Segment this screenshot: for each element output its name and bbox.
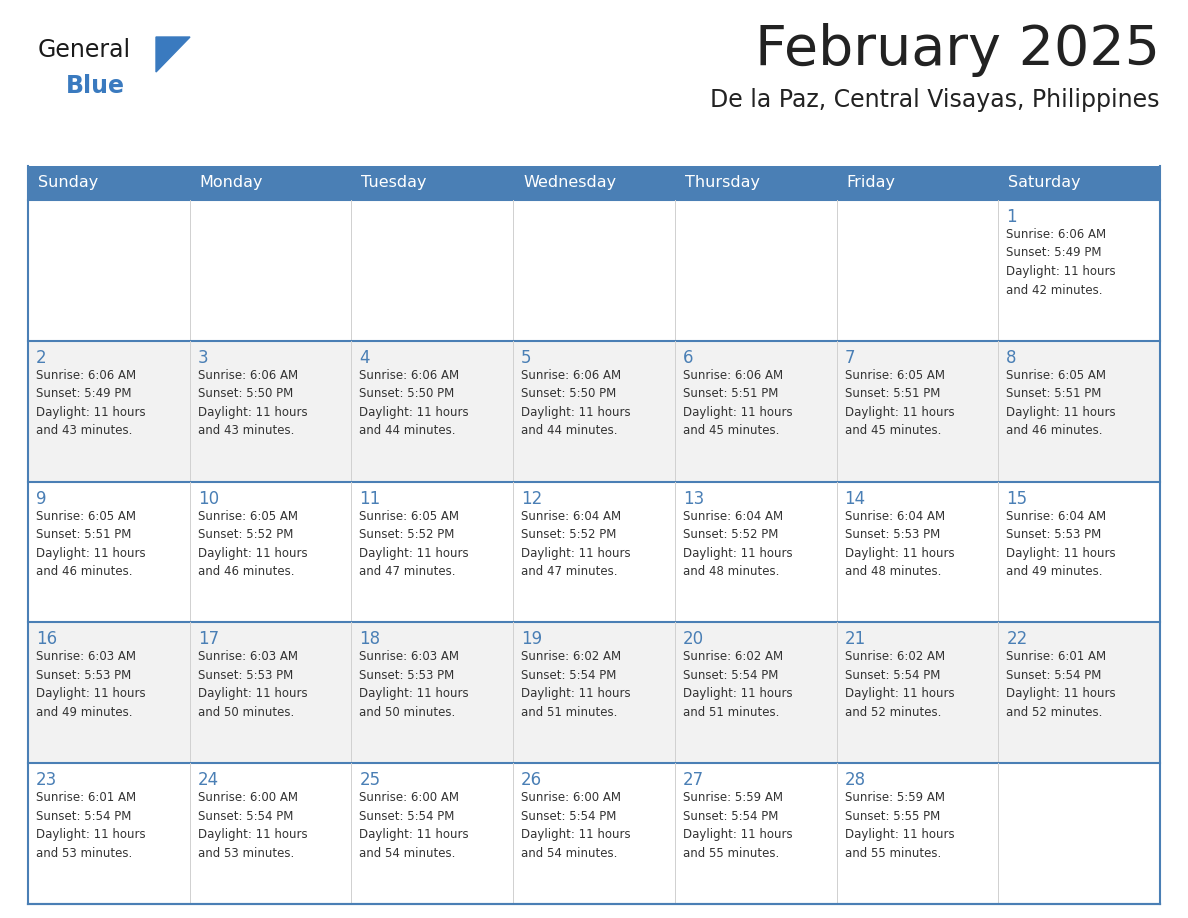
Text: 16: 16 <box>36 631 57 648</box>
Text: Sunrise: 5:59 AM
Sunset: 5:55 PM
Daylight: 11 hours
and 55 minutes.: Sunrise: 5:59 AM Sunset: 5:55 PM Dayligh… <box>845 791 954 859</box>
Text: 28: 28 <box>845 771 866 789</box>
Text: Sunrise: 6:06 AM
Sunset: 5:51 PM
Daylight: 11 hours
and 45 minutes.: Sunrise: 6:06 AM Sunset: 5:51 PM Dayligh… <box>683 369 792 437</box>
Text: Monday: Monday <box>200 175 264 191</box>
Bar <box>29 763 1159 904</box>
Text: Sunrise: 6:06 AM
Sunset: 5:49 PM
Daylight: 11 hours
and 42 minutes.: Sunrise: 6:06 AM Sunset: 5:49 PM Dayligh… <box>1006 228 1116 297</box>
Text: 15: 15 <box>1006 489 1028 508</box>
Text: Sunrise: 6:01 AM
Sunset: 5:54 PM
Daylight: 11 hours
and 52 minutes.: Sunrise: 6:01 AM Sunset: 5:54 PM Dayligh… <box>1006 650 1116 719</box>
Text: 7: 7 <box>845 349 855 367</box>
Text: 24: 24 <box>197 771 219 789</box>
Text: Sunrise: 6:04 AM
Sunset: 5:53 PM
Daylight: 11 hours
and 48 minutes.: Sunrise: 6:04 AM Sunset: 5:53 PM Dayligh… <box>845 509 954 578</box>
Text: Sunrise: 6:06 AM
Sunset: 5:50 PM
Daylight: 11 hours
and 44 minutes.: Sunrise: 6:06 AM Sunset: 5:50 PM Dayligh… <box>522 369 631 437</box>
Text: Sunrise: 6:04 AM
Sunset: 5:53 PM
Daylight: 11 hours
and 49 minutes.: Sunrise: 6:04 AM Sunset: 5:53 PM Dayligh… <box>1006 509 1116 578</box>
Text: Sunrise: 6:03 AM
Sunset: 5:53 PM
Daylight: 11 hours
and 50 minutes.: Sunrise: 6:03 AM Sunset: 5:53 PM Dayligh… <box>360 650 469 719</box>
Text: 27: 27 <box>683 771 704 789</box>
Text: 6: 6 <box>683 349 694 367</box>
Text: 2: 2 <box>36 349 46 367</box>
Text: 10: 10 <box>197 489 219 508</box>
Text: February 2025: February 2025 <box>756 23 1159 77</box>
Text: 4: 4 <box>360 349 369 367</box>
Text: Sunrise: 6:01 AM
Sunset: 5:54 PM
Daylight: 11 hours
and 53 minutes.: Sunrise: 6:01 AM Sunset: 5:54 PM Dayligh… <box>36 791 146 859</box>
Text: 14: 14 <box>845 489 866 508</box>
Text: Sunrise: 6:04 AM
Sunset: 5:52 PM
Daylight: 11 hours
and 47 minutes.: Sunrise: 6:04 AM Sunset: 5:52 PM Dayligh… <box>522 509 631 578</box>
Text: Sunrise: 6:06 AM
Sunset: 5:49 PM
Daylight: 11 hours
and 43 minutes.: Sunrise: 6:06 AM Sunset: 5:49 PM Dayligh… <box>36 369 146 437</box>
Text: 19: 19 <box>522 631 542 648</box>
Text: 20: 20 <box>683 631 704 648</box>
Text: Tuesday: Tuesday <box>361 175 426 191</box>
Text: Sunrise: 6:05 AM
Sunset: 5:51 PM
Daylight: 11 hours
and 46 minutes.: Sunrise: 6:05 AM Sunset: 5:51 PM Dayligh… <box>36 509 146 578</box>
Text: Sunrise: 6:02 AM
Sunset: 5:54 PM
Daylight: 11 hours
and 51 minutes.: Sunrise: 6:02 AM Sunset: 5:54 PM Dayligh… <box>683 650 792 719</box>
Text: Sunrise: 6:04 AM
Sunset: 5:52 PM
Daylight: 11 hours
and 48 minutes.: Sunrise: 6:04 AM Sunset: 5:52 PM Dayligh… <box>683 509 792 578</box>
Text: General: General <box>38 38 131 62</box>
Text: 9: 9 <box>36 489 46 508</box>
Text: Blue: Blue <box>67 74 125 98</box>
Text: 22: 22 <box>1006 631 1028 648</box>
Text: Sunrise: 6:05 AM
Sunset: 5:51 PM
Daylight: 11 hours
and 45 minutes.: Sunrise: 6:05 AM Sunset: 5:51 PM Dayligh… <box>845 369 954 437</box>
Text: 21: 21 <box>845 631 866 648</box>
Text: Sunrise: 6:02 AM
Sunset: 5:54 PM
Daylight: 11 hours
and 52 minutes.: Sunrise: 6:02 AM Sunset: 5:54 PM Dayligh… <box>845 650 954 719</box>
Bar <box>29 341 1159 482</box>
Text: Sunrise: 6:00 AM
Sunset: 5:54 PM
Daylight: 11 hours
and 54 minutes.: Sunrise: 6:00 AM Sunset: 5:54 PM Dayligh… <box>360 791 469 859</box>
Text: 13: 13 <box>683 489 704 508</box>
Text: 11: 11 <box>360 489 380 508</box>
Bar <box>29 482 1159 622</box>
Text: 5: 5 <box>522 349 532 367</box>
Text: 3: 3 <box>197 349 208 367</box>
Text: Wednesday: Wednesday <box>523 175 617 191</box>
Text: Sunrise: 6:06 AM
Sunset: 5:50 PM
Daylight: 11 hours
and 44 minutes.: Sunrise: 6:06 AM Sunset: 5:50 PM Dayligh… <box>360 369 469 437</box>
Bar <box>29 622 1159 763</box>
Text: Sunrise: 6:06 AM
Sunset: 5:50 PM
Daylight: 11 hours
and 43 minutes.: Sunrise: 6:06 AM Sunset: 5:50 PM Dayligh… <box>197 369 308 437</box>
Text: 25: 25 <box>360 771 380 789</box>
Text: Sunrise: 6:02 AM
Sunset: 5:54 PM
Daylight: 11 hours
and 51 minutes.: Sunrise: 6:02 AM Sunset: 5:54 PM Dayligh… <box>522 650 631 719</box>
Text: 23: 23 <box>36 771 57 789</box>
Text: Sunrise: 6:05 AM
Sunset: 5:52 PM
Daylight: 11 hours
and 47 minutes.: Sunrise: 6:05 AM Sunset: 5:52 PM Dayligh… <box>360 509 469 578</box>
Text: 8: 8 <box>1006 349 1017 367</box>
Text: Sunday: Sunday <box>38 175 99 191</box>
Text: Thursday: Thursday <box>684 175 760 191</box>
Text: 18: 18 <box>360 631 380 648</box>
Text: De la Paz, Central Visayas, Philippines: De la Paz, Central Visayas, Philippines <box>710 88 1159 112</box>
Text: Sunrise: 6:00 AM
Sunset: 5:54 PM
Daylight: 11 hours
and 54 minutes.: Sunrise: 6:00 AM Sunset: 5:54 PM Dayligh… <box>522 791 631 859</box>
Bar <box>29 166 1159 200</box>
Polygon shape <box>156 37 190 72</box>
Text: Sunrise: 6:05 AM
Sunset: 5:51 PM
Daylight: 11 hours
and 46 minutes.: Sunrise: 6:05 AM Sunset: 5:51 PM Dayligh… <box>1006 369 1116 437</box>
Text: Sunrise: 6:03 AM
Sunset: 5:53 PM
Daylight: 11 hours
and 49 minutes.: Sunrise: 6:03 AM Sunset: 5:53 PM Dayligh… <box>36 650 146 719</box>
Text: Sunrise: 5:59 AM
Sunset: 5:54 PM
Daylight: 11 hours
and 55 minutes.: Sunrise: 5:59 AM Sunset: 5:54 PM Dayligh… <box>683 791 792 859</box>
Text: Sunrise: 6:05 AM
Sunset: 5:52 PM
Daylight: 11 hours
and 46 minutes.: Sunrise: 6:05 AM Sunset: 5:52 PM Dayligh… <box>197 509 308 578</box>
Text: 12: 12 <box>522 489 543 508</box>
Text: 17: 17 <box>197 631 219 648</box>
Text: Sunrise: 6:03 AM
Sunset: 5:53 PM
Daylight: 11 hours
and 50 minutes.: Sunrise: 6:03 AM Sunset: 5:53 PM Dayligh… <box>197 650 308 719</box>
Text: 26: 26 <box>522 771 542 789</box>
Text: Saturday: Saturday <box>1009 175 1081 191</box>
Text: Sunrise: 6:00 AM
Sunset: 5:54 PM
Daylight: 11 hours
and 53 minutes.: Sunrise: 6:00 AM Sunset: 5:54 PM Dayligh… <box>197 791 308 859</box>
Text: Friday: Friday <box>847 175 896 191</box>
Bar <box>29 200 1159 341</box>
Text: 1: 1 <box>1006 208 1017 226</box>
